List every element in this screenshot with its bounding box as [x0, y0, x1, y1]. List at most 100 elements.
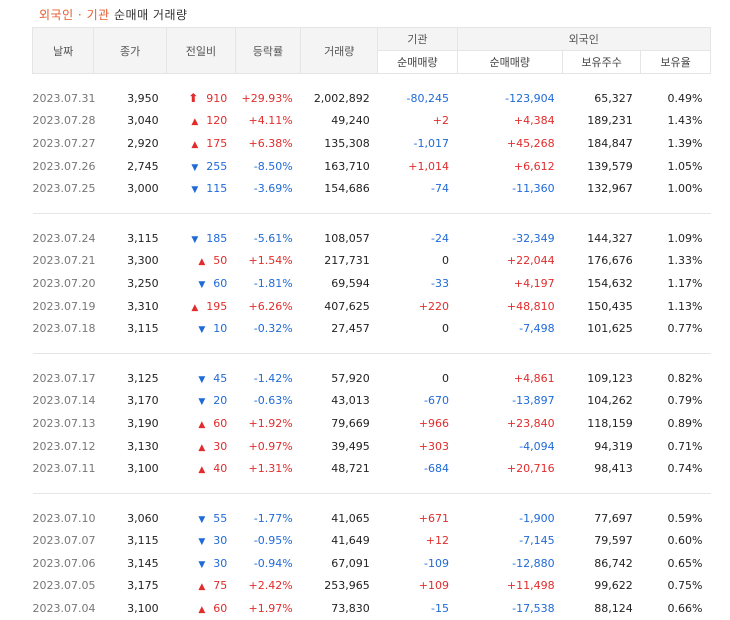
down-triangle-icon: ▼: [198, 514, 206, 525]
row-date: 2023.07.19: [32, 299, 96, 313]
page: 외국인 · 기관 순매매 거래량 날짜 종가 전일비 등락률 거래량 기관 외국…: [31, 8, 711, 615]
row-spacer: [32, 479, 711, 494]
row-foreign-net: -17,538: [512, 602, 555, 616]
up-triangle-icon: ▲: [191, 302, 199, 313]
row-change: ▼ 45: [167, 367, 236, 390]
table-body: 2023.07.31 3,950 ⬆ 910 +29.93% 2,002,892 -80,2…: [32, 74, 711, 620]
row-change-value: 10: [213, 322, 228, 336]
row-inst-net: 0: [442, 371, 449, 385]
row-change-value: 115: [206, 182, 228, 196]
row-rate: -0.32%: [253, 322, 293, 336]
row-change-value: 195: [206, 299, 228, 313]
col-foreign-ratio: 보유율: [640, 50, 711, 74]
row-close: 3,115: [127, 231, 159, 245]
spacer-cell: [32, 339, 711, 354]
row-rate: +6.38%: [248, 136, 293, 150]
row-close: 3,125: [127, 371, 159, 385]
row-rate: -1.42%: [253, 371, 293, 385]
row-foreign-net: -7,145: [519, 534, 555, 548]
row-change-value: 30: [213, 439, 228, 453]
row-volume: 253,965: [324, 579, 370, 593]
row-date: 2023.07.14: [32, 394, 96, 408]
row-close: 3,130: [127, 439, 159, 453]
row-change-value: 120: [206, 114, 228, 128]
down-triangle-icon: ▼: [198, 279, 206, 290]
row-inst-net: -80,245: [406, 91, 449, 105]
up-triangle-icon: ▲: [198, 419, 206, 430]
table-row: 2023.07.28 3,040 ▲ 120 +4.11% 49,240 +2 +4,384 1…: [33, 110, 711, 133]
row-foreign-net: +6,612: [513, 159, 555, 173]
row-volume: 41,065: [331, 511, 370, 525]
row-foreign-net: -11,360: [512, 182, 555, 196]
row-close: 3,115: [127, 322, 159, 336]
table-row: 2023.07.04 3,100 ▲ 60 +1.97% 73,830 -15 -17,538…: [33, 597, 711, 620]
row-change: ▲ 120: [167, 110, 236, 133]
row-spacer: [33, 353, 711, 367]
down-triangle-icon: ▼: [191, 234, 199, 245]
row-change: ▼ 30: [167, 552, 236, 575]
title-rest: 순매매 거래량: [113, 8, 188, 22]
table-row: 2023.07.06 3,145 ▼ 30 -0.94% 67,091 -109 -12,88…: [33, 552, 711, 575]
row-change: ▼ 30: [167, 530, 236, 553]
table-row: 2023.07.19 3,310 ▲ 195 +6.26% 407,625 +220 +48,…: [33, 295, 711, 318]
row-change: ▼ 10: [167, 317, 236, 340]
row-volume: 135,308: [324, 136, 370, 150]
col-inst-net: 순매매량: [377, 50, 458, 74]
row-foreign-net: +11,498: [506, 579, 555, 593]
row-inst-net: +303: [418, 439, 449, 453]
down-triangle-icon: ▼: [198, 559, 206, 570]
row-inst-net: -74: [431, 182, 449, 196]
row-foreign-net: +23,840: [506, 416, 555, 430]
row-volume: 48,721: [331, 462, 370, 476]
row-close: 3,100: [127, 462, 159, 476]
row-date: 2023.07.25: [32, 182, 96, 196]
row-volume: 79,669: [331, 416, 370, 430]
row-date: 2023.07.05: [32, 579, 96, 593]
row-foreign-ratio: 0.65%: [667, 556, 703, 570]
row-rate: -1.77%: [253, 511, 293, 525]
row-rate: +0.97%: [248, 439, 293, 453]
up-triangle-icon: ▲: [198, 442, 206, 453]
row-rate: +1.54%: [248, 254, 293, 268]
table-row: 2023.07.21 3,300 ▲ 50 +1.54% 217,731 0 +22,044 1…: [33, 250, 711, 273]
row-close: 2,920: [127, 136, 159, 150]
row-volume: 43,013: [331, 394, 370, 408]
down-triangle-icon: ▼: [191, 162, 199, 173]
row-date: 2023.07.20: [32, 276, 96, 290]
row-foreign-shares: 98,413: [594, 462, 633, 476]
row-volume: 41,649: [331, 534, 370, 548]
row-volume: 67,091: [331, 556, 370, 570]
row-inst-net: 0: [442, 254, 449, 268]
row-date: 2023.07.18: [32, 322, 96, 336]
row-foreign-shares: 150,435: [587, 299, 633, 313]
table-header: 날짜 종가 전일비 등락률 거래량 기관 외국인 순매매량 순매매량 보유주수 …: [31, 27, 711, 74]
up-triangle-icon: ▲: [191, 117, 199, 128]
row-inst-net: +1,014: [408, 159, 449, 173]
row-change: ▲ 60: [167, 412, 236, 435]
row-date: 2023.07.31: [32, 91, 96, 105]
table-row: 2023.07.13 3,190 ▲ 60 +1.92% 79,669 +966 +23,84…: [33, 412, 711, 435]
row-volume: 2,002,892: [313, 91, 370, 105]
row-change-value: 175: [206, 136, 228, 150]
row-change: ▼ 185: [167, 227, 236, 250]
row-date: 2023.07.10: [32, 511, 96, 525]
row-change: ▼ 60: [167, 272, 236, 295]
row-change-value: 40: [213, 462, 228, 476]
row-date: 2023.07.27: [32, 136, 96, 150]
up-triangle-icon: ▲: [198, 605, 206, 616]
up-triangle-icon: ▲: [191, 139, 199, 150]
row-foreign-shares: 104,262: [587, 394, 633, 408]
row-close: 3,175: [127, 579, 159, 593]
row-rate: -0.63%: [253, 394, 293, 408]
row-foreign-shares: 184,847: [587, 136, 633, 150]
row-date: 2023.07.12: [32, 439, 96, 453]
row-change-value: 910: [206, 92, 228, 106]
table-row: 2023.07.14 3,170 ▼ 20 -0.63% 43,013 -670 -13,89…: [33, 390, 711, 413]
row-change: ▼ 55: [167, 507, 236, 530]
row-foreign-ratio: 1.39%: [667, 136, 703, 150]
row-change-value: 45: [213, 371, 228, 385]
row-foreign-ratio: 1.33%: [667, 254, 703, 268]
spacer-cell: [33, 353, 711, 367]
row-foreign-ratio: 0.66%: [667, 602, 703, 616]
table-row: 2023.07.07 3,115 ▼ 30 -0.95% 41,649 +12 -7,145 7…: [33, 530, 711, 553]
